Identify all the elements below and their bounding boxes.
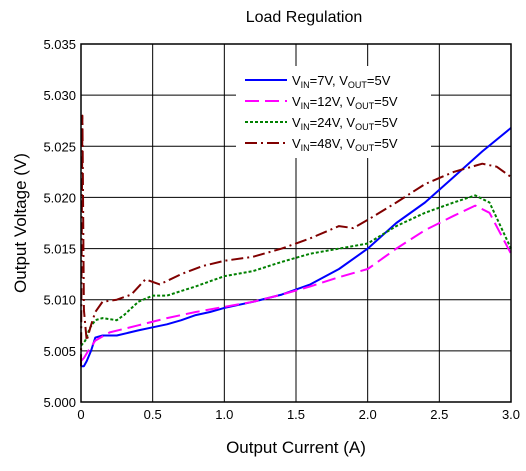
tick-labels: 0 0.5 1.0 1.5 2.0 2.5 3.0 5.000 5.005 5.010 5.015 5… (43, 37, 520, 422)
x-tick-label: 0.5 (144, 407, 162, 422)
legend-label-3: VIN=24V, VOUT=5V (292, 115, 398, 132)
series-line-1 (81, 127, 512, 368)
series-line-4 (80, 114, 512, 367)
y-tick-label: 5.020 (43, 190, 76, 205)
legend: VIN=7V, VOUT=5V VIN=12V, VOUT=5V VIN=24V, … (236, 66, 431, 158)
y-tick-label: 5.005 (43, 344, 76, 359)
series-layer (80, 114, 512, 368)
x-axis-label: Output Current (A) (226, 438, 366, 457)
x-tick-label: 2.0 (359, 407, 377, 422)
x-tick-label: 1.0 (215, 407, 233, 422)
y-tick-label: 5.000 (43, 395, 76, 410)
x-tick-label: 1.5 (287, 407, 305, 422)
series-line-2 (80, 204, 512, 362)
x-tick-label: 0 (77, 407, 84, 422)
y-tick-label: 5.030 (43, 88, 76, 103)
legend-label-2: VIN=12V, VOUT=5V (292, 94, 398, 111)
legend-label-4: VIN=48V, VOUT=5V (292, 136, 398, 153)
y-tick-label: 5.025 (43, 139, 76, 154)
y-tick-label: 5.010 (43, 293, 76, 308)
legend-label-1: VIN=7V, VOUT=5V (292, 73, 391, 90)
series-line-3 (80, 194, 512, 347)
x-tick-label: 2.5 (430, 407, 448, 422)
y-tick-label: 5.015 (43, 242, 76, 257)
x-tick-label: 3.0 (502, 407, 520, 422)
chart-title: Load Regulation (246, 9, 363, 26)
y-axis-label: Output Voltage (V) (11, 153, 30, 293)
plot-frame (80, 43, 512, 403)
y-tick-label: 5.035 (43, 37, 76, 52)
